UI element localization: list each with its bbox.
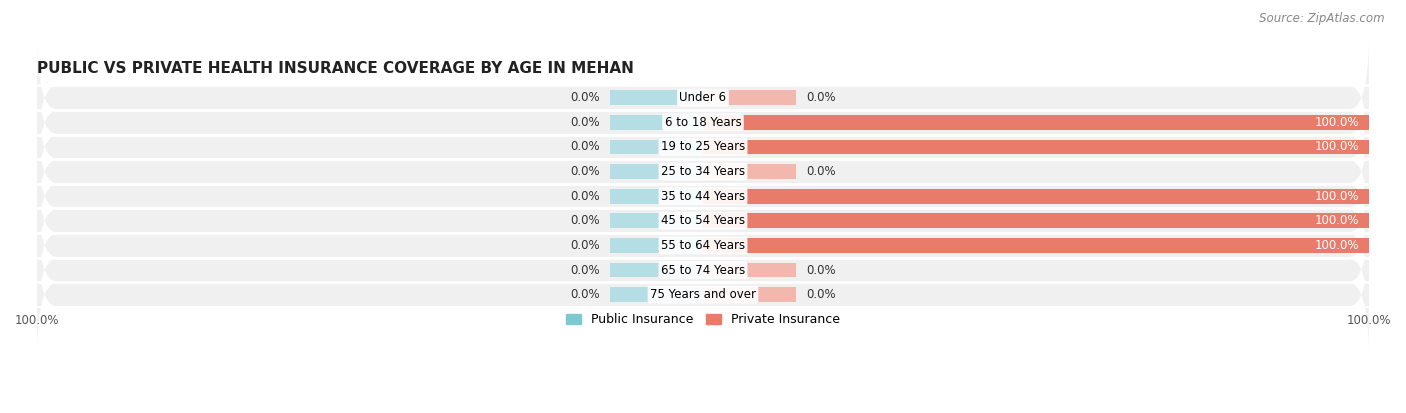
Bar: [610, 140, 703, 154]
Bar: [703, 214, 1369, 228]
Bar: [610, 214, 703, 228]
Bar: [610, 164, 703, 179]
Bar: [610, 238, 703, 253]
Text: 100.0%: 100.0%: [1315, 190, 1358, 203]
Text: 0.0%: 0.0%: [571, 91, 600, 104]
FancyBboxPatch shape: [37, 233, 1369, 357]
Bar: [610, 263, 703, 278]
FancyBboxPatch shape: [37, 60, 1369, 185]
Text: 0.0%: 0.0%: [571, 288, 600, 301]
Bar: [703, 90, 796, 105]
Text: 100.0%: 100.0%: [1315, 214, 1358, 227]
Text: 75 Years and over: 75 Years and over: [650, 288, 756, 301]
Legend: Public Insurance, Private Insurance: Public Insurance, Private Insurance: [561, 308, 845, 331]
Text: 0.0%: 0.0%: [571, 116, 600, 129]
Text: Source: ZipAtlas.com: Source: ZipAtlas.com: [1260, 12, 1385, 25]
Text: 65 to 74 Years: 65 to 74 Years: [661, 263, 745, 277]
Text: 0.0%: 0.0%: [571, 214, 600, 227]
Text: 0.0%: 0.0%: [571, 263, 600, 277]
Bar: [703, 263, 796, 278]
Text: 0.0%: 0.0%: [571, 140, 600, 154]
Text: 100.0%: 100.0%: [1315, 140, 1358, 154]
Bar: [610, 189, 703, 204]
FancyBboxPatch shape: [37, 183, 1369, 308]
Bar: [703, 115, 1369, 130]
Text: 55 to 64 Years: 55 to 64 Years: [661, 239, 745, 252]
FancyBboxPatch shape: [37, 36, 1369, 160]
Text: 0.0%: 0.0%: [806, 165, 835, 178]
Text: Under 6: Under 6: [679, 91, 727, 104]
Text: 35 to 44 Years: 35 to 44 Years: [661, 190, 745, 203]
FancyBboxPatch shape: [37, 134, 1369, 259]
Bar: [703, 189, 1369, 204]
Text: 0.0%: 0.0%: [571, 239, 600, 252]
FancyBboxPatch shape: [37, 208, 1369, 332]
Text: 0.0%: 0.0%: [571, 165, 600, 178]
Bar: [703, 140, 1369, 154]
Text: 0.0%: 0.0%: [806, 263, 835, 277]
Text: 19 to 25 Years: 19 to 25 Years: [661, 140, 745, 154]
Bar: [703, 238, 1369, 253]
Text: 6 to 18 Years: 6 to 18 Years: [665, 116, 741, 129]
Text: 0.0%: 0.0%: [571, 190, 600, 203]
Text: 45 to 54 Years: 45 to 54 Years: [661, 214, 745, 227]
Text: 25 to 34 Years: 25 to 34 Years: [661, 165, 745, 178]
Text: 100.0%: 100.0%: [1315, 239, 1358, 252]
Bar: [610, 90, 703, 105]
Text: 0.0%: 0.0%: [806, 288, 835, 301]
Bar: [703, 287, 796, 302]
Text: 100.0%: 100.0%: [1315, 116, 1358, 129]
Text: 0.0%: 0.0%: [806, 91, 835, 104]
Bar: [610, 287, 703, 302]
Bar: [610, 115, 703, 130]
FancyBboxPatch shape: [37, 109, 1369, 234]
Bar: [703, 164, 796, 179]
FancyBboxPatch shape: [37, 85, 1369, 209]
Text: PUBLIC VS PRIVATE HEALTH INSURANCE COVERAGE BY AGE IN MEHAN: PUBLIC VS PRIVATE HEALTH INSURANCE COVER…: [37, 61, 634, 76]
FancyBboxPatch shape: [37, 159, 1369, 283]
